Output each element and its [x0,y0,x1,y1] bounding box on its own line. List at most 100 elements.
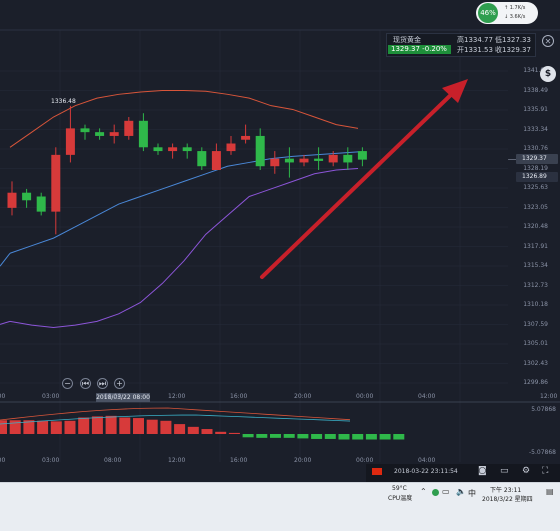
scroll-start-button[interactable]: ⏮ [80,378,91,389]
annotation-arrow-shaft [260,86,460,279]
price-tick-label: 1317.91 [523,242,548,250]
price-tick-label: 1333.34 [523,125,548,133]
crosshair-date-label: 2018/03/22 08:00 [96,393,150,402]
macd-bar [352,434,364,440]
fullscreen-icon[interactable]: ⛶ [542,466,549,476]
macd-axis-bottom: -5.07868 [529,449,556,456]
candle-body [284,158,294,163]
macd-bar [0,420,7,434]
macd-dea-line [0,414,351,425]
price-tick-label: 1328.19 [523,164,548,172]
candle-body [270,158,280,167]
macd-bar [133,418,144,434]
upload-speed: ↑ 1.7K/s [504,5,526,11]
macd-bar [119,417,131,434]
camera-icon[interactable]: ◙ [478,466,487,476]
macd-dif-line [0,407,351,421]
price-tick-label: 1323.05 [523,203,548,211]
security-icon[interactable] [432,489,439,496]
peak-price-label: 1336.48 [51,98,76,105]
macd-bar [78,417,90,434]
tray-expand-icon[interactable]: ⌃ [420,487,427,496]
candle-body [314,158,324,161]
time-tick-label: 04:00 [418,393,436,400]
cpu-temperature-label: CPU温度 [388,495,413,502]
macd-bar [338,434,350,440]
low-value: 低1327.33 [495,36,531,44]
sub-time-tick-label: 04:00 [418,457,436,464]
macd-bar [215,431,227,434]
sub-time-tick-label: 08:00 [104,457,122,464]
macd-bar [324,434,336,439]
instrument-name: 现货黄金 [393,36,421,44]
time-tick-label: 20:00 [0,393,6,400]
taskbar-time[interactable]: 下午 23:11 [490,487,522,494]
bollinger-mid-line-left [0,252,11,267]
time-tick-label: 12:00 [540,393,558,400]
sub-time-tick-label: 03:00 [42,457,60,464]
zoom-in-button[interactable]: + [114,378,125,389]
zoom-out-button[interactable]: − [62,378,73,389]
macd-bar [9,420,21,434]
price-tick-label: 1305.01 [523,340,548,347]
price-chart[interactable] [0,0,560,464]
price-tick-label: 1341.08 [523,67,548,74]
close-value: 收1329.37 [495,46,531,54]
network-percent: 46% [478,3,498,23]
network-monitor[interactable]: 46% ↑ 1.7K/s ↓ 3.6K/s [476,2,538,24]
candle-body [197,151,207,167]
macd-bar [270,434,281,438]
candle-body [241,135,251,140]
price-tick-label: 1325.63 [523,184,548,191]
candle-body [65,128,75,155]
price-tick-label: 1338.49 [523,86,548,94]
dollar-icon[interactable]: $ [540,66,556,82]
bollinger-mid-line [9,151,359,254]
price-tick-label: 1302.43 [523,359,548,367]
candle-body [109,132,119,136]
candle-body [80,128,90,133]
taskbar-date[interactable]: 2018/3/22 星期四 [482,496,533,503]
chart-background [0,0,560,464]
candle-body [124,120,134,136]
macd-bar [256,434,268,438]
network-icon[interactable]: ▭ [442,487,450,496]
open-value: 开1331.53 [457,46,493,54]
notification-icon[interactable]: ▤ [546,487,554,496]
quote-info-box: 现货黄金 1329.37 -0.20% 高1334.77 低1327.33 开1… [386,33,536,57]
macd-bar [50,421,62,434]
time-tick-label: 03:00 [42,393,60,400]
time-tick-label: 20:00 [294,393,312,400]
input-method[interactable]: 中 [468,489,476,498]
video-icon[interactable]: ▭ [500,466,509,476]
settings-icon[interactable]: ⚙ [522,466,531,476]
macd-axis-top: 5.07868 [531,406,556,413]
current-price-tag: 1329.37 [516,154,558,164]
price-tick-label: 1310.18 [523,301,548,308]
price-tick-label: 1307.59 [523,320,548,328]
sub-time-tick-label: 12:00 [168,457,186,464]
macd-bar [379,434,391,440]
price-tick-label: 1315.34 [523,262,548,269]
scroll-end-button[interactable]: ⏭ [97,378,108,389]
macd-bar [228,432,240,434]
macd-bar [242,434,254,438]
time-tick-label: 12:00 [168,393,186,400]
time-tick-label: 08:00 [104,393,122,400]
macd-bar [365,434,377,440]
volume-icon[interactable]: 🔈 [456,487,466,496]
price-tick-label: 1320.48 [523,223,548,230]
candle-body [299,158,309,163]
price-tick-label: 1299.86 [523,379,548,386]
high-value: 高1334.77 [457,36,493,44]
close-icon[interactable]: ✕ [542,35,554,47]
macd-bar [311,434,323,439]
price-tick-label: 1312.73 [523,281,548,289]
price-change: 1329.37 -0.20% [388,45,451,54]
candle-body [226,143,236,152]
macd-bar [160,420,172,434]
macd-bar [393,434,405,440]
candle-body [182,147,192,152]
macd-bar [187,426,199,434]
macd-bar [283,434,295,438]
